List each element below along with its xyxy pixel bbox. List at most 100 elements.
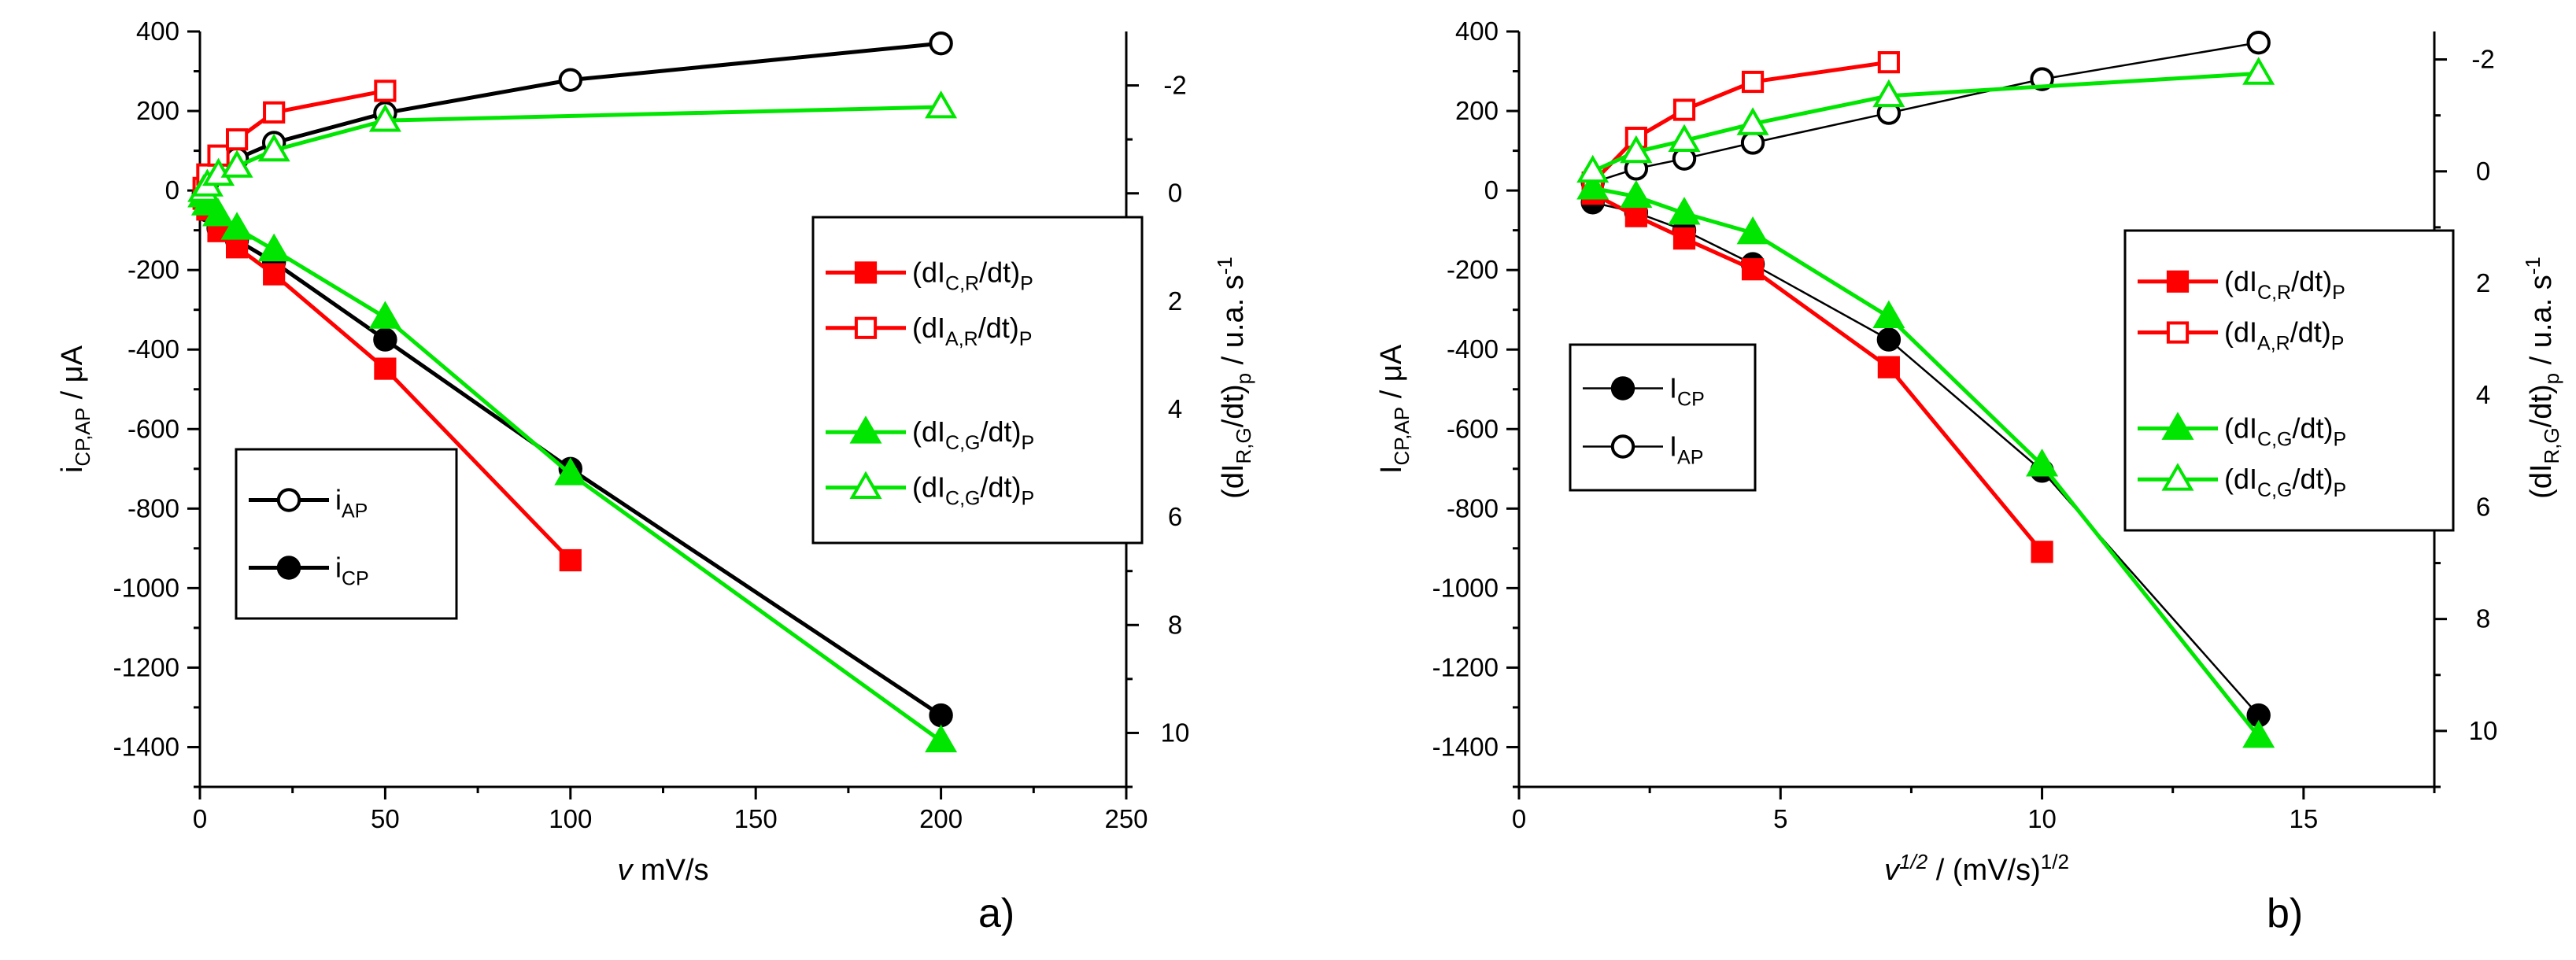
legend-label: iCP — [335, 552, 369, 590]
legend-marker — [849, 471, 882, 499]
data-point — [1624, 205, 1647, 227]
legend-label: (dIC,G/dt)P — [2224, 412, 2346, 450]
data-point — [374, 357, 397, 380]
legend-label: IAP — [1669, 430, 1703, 469]
data-point — [925, 724, 958, 753]
x-tick-label: 100 — [549, 804, 592, 833]
panel-label: b) — [2267, 891, 2303, 936]
data-point — [220, 150, 253, 178]
legend-label: iAP — [335, 484, 368, 522]
data-point — [1672, 98, 1696, 121]
data-point — [1740, 131, 1765, 155]
data-point — [925, 90, 958, 119]
data-point — [1877, 356, 1900, 378]
series-iAP — [191, 31, 953, 207]
data-point — [1872, 300, 1905, 329]
left-y-tick-label: -200 — [128, 255, 179, 284]
data-point — [1620, 135, 1653, 164]
right-y-tick-label: 2 — [1168, 286, 1182, 316]
data-point — [374, 79, 397, 102]
left-y-tick-label: -600 — [128, 414, 179, 443]
data-point — [257, 133, 290, 162]
left-y-tick-label: -1400 — [113, 732, 179, 761]
legend-marker — [849, 415, 882, 444]
right-y-tick-label: 0 — [2476, 157, 2490, 186]
data-point — [1672, 227, 1696, 250]
right-y-tick-label: 8 — [2476, 604, 2490, 633]
legend-marker — [1610, 434, 1635, 459]
right-y-tick-label: 10 — [1161, 718, 1190, 747]
series-dICG_f — [1576, 172, 2275, 748]
data-point — [225, 236, 249, 259]
data-point — [202, 198, 235, 227]
x-tick-label: 0 — [1512, 804, 1526, 833]
x-tick-label: 200 — [919, 804, 963, 833]
legend-box — [235, 448, 458, 620]
data-point — [1741, 70, 1765, 94]
legend-label: (dIC,R/dt)P — [912, 256, 1033, 294]
right-y-tick-label: 6 — [1168, 502, 1182, 531]
data-point — [559, 548, 582, 572]
data-point — [1576, 154, 1610, 183]
data-point — [2242, 719, 2275, 748]
legend-2: (dIC,R/dt)P (dIA,R/dt)P (dIC,G/dt)P (dIC,G/… — [2123, 229, 2455, 532]
panel-label: a) — [978, 891, 1015, 936]
legend-marker — [2161, 412, 2194, 440]
data-point — [1872, 79, 1905, 108]
data-point — [554, 457, 587, 486]
left-y-tick-label: -400 — [1447, 334, 1499, 364]
left-y-tick-label: -1400 — [1432, 732, 1499, 761]
right-y-tick-label: 8 — [1168, 610, 1182, 639]
left-y-tick-label: -800 — [128, 493, 179, 522]
legend-marker — [276, 556, 301, 580]
data-point — [558, 68, 582, 92]
legend-box — [1569, 343, 1757, 492]
data-point — [2031, 541, 2053, 563]
legend-label: (dIA,R/dt)P — [912, 312, 1032, 350]
x-tick-label: 0 — [193, 804, 207, 833]
left-y-tick-label: -200 — [1447, 255, 1499, 284]
x-tick-label: 15 — [2289, 804, 2318, 833]
data-point — [225, 128, 249, 151]
left-y-tick-label: 400 — [1455, 17, 1499, 46]
chart-panel-b: 0 5 10 15 400 200 0 -200 -400 -600 -800 -1000 -1200 -… — [1375, 17, 2563, 887]
right-y-tick-label: 4 — [2476, 380, 2490, 409]
data-point — [1876, 327, 1902, 352]
right-y-axis-label: (dIR,G/dt)p / u.a. s-1 — [2521, 257, 2563, 499]
legend-marker — [854, 261, 878, 284]
right-y-tick-label: -2 — [1163, 71, 1186, 100]
legend-1: ICP IAP — [1569, 343, 1757, 492]
data-point — [220, 212, 253, 240]
legend-2: (dIC,R/dt)P (dIA,R/dt)P (dIC,G/dt)P (dIC,G/… — [811, 216, 1144, 545]
legend-marker — [2166, 270, 2190, 293]
left-y-tick-label: -1200 — [113, 652, 179, 681]
right-y-axis-label: (dIR,G/dt)p / u.a. s-1 — [1213, 257, 1255, 499]
data-point — [2246, 30, 2271, 55]
data-point — [2242, 57, 2275, 85]
left-y-tick-label: 400 — [136, 17, 179, 46]
chart-panel-a: 0 50 100 150 200 2504002000-200-400-600-800-1… — [56, 17, 1255, 887]
data-point — [1877, 51, 1900, 74]
series-dICG_o — [1576, 57, 2275, 183]
series-line — [201, 41, 941, 195]
right-y-tick-label: 10 — [2469, 716, 2498, 745]
right-y-tick-label: 6 — [2476, 492, 2490, 521]
legend-marker — [1610, 376, 1635, 401]
legend-1: iAP iCP — [235, 448, 458, 620]
right-y-tick-label: 2 — [2476, 268, 2490, 297]
left-y-tick-label: 200 — [136, 96, 179, 125]
x-tick-label: 250 — [1104, 804, 1148, 833]
x-tick-label: 5 — [1773, 804, 1787, 833]
series-dICG_f — [187, 179, 958, 753]
legend-marker — [276, 488, 301, 512]
left-y-tick-label: -1000 — [113, 573, 179, 602]
data-point — [263, 101, 286, 124]
left-y-axis-label: iCP,AP / μA — [56, 345, 94, 473]
legend-label: (dIC,G/dt)P — [912, 415, 1034, 454]
data-point — [1620, 179, 1653, 209]
data-point — [929, 31, 953, 56]
data-point — [929, 703, 953, 728]
x-tick-label: 50 — [371, 804, 400, 833]
x-tick-label: 10 — [2027, 804, 2057, 833]
